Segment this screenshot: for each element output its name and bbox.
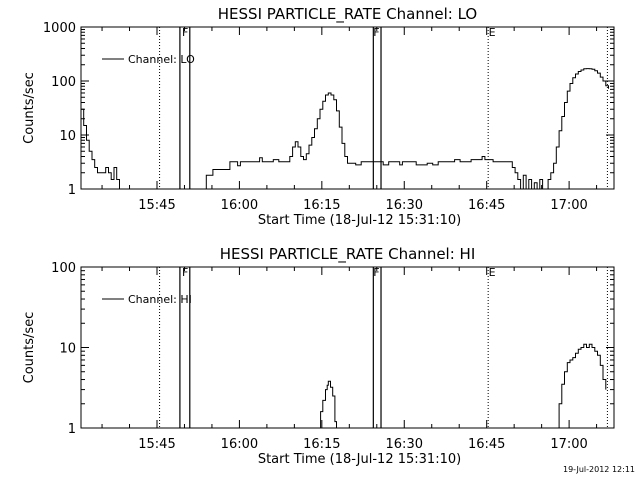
y-tick-label-lo: 100 xyxy=(51,75,76,90)
x-tick-label-hi: 16:45 xyxy=(468,437,505,452)
series-line-hi xyxy=(317,343,607,428)
x-tick-label-hi: 16:30 xyxy=(386,437,423,452)
y-tick-label-lo: 1000 xyxy=(43,21,76,36)
x-tick-label-lo: 16:30 xyxy=(386,198,423,213)
x-tick-label-hi: 16:00 xyxy=(221,437,258,452)
chart-title-hi: HESSI PARTICLE_RATE Channel: HI xyxy=(220,245,476,264)
legend-label-lo: Channel: LO xyxy=(128,53,195,66)
y-tick-label-lo: 1 xyxy=(68,183,76,198)
marker-label-hi: F xyxy=(182,266,188,279)
y-tick-label-lo: 10 xyxy=(59,129,76,144)
y-tick-label-hi: 1 xyxy=(68,422,76,437)
x-tick-label-hi: 16:15 xyxy=(303,437,340,452)
marker-label-hi: F xyxy=(373,266,379,279)
legend-label-hi: Channel: HI xyxy=(128,293,192,306)
y-axis-label-hi: Counts/sec xyxy=(22,312,37,384)
y-tick-label-hi: 100 xyxy=(51,261,76,276)
x-axis-label-lo: Start Time (18-Jul-12 15:31:10) xyxy=(258,213,461,228)
x-tick-label-lo: 16:45 xyxy=(468,198,505,213)
x-tick-label-lo: 17:00 xyxy=(550,198,587,213)
y-axis-label-lo: Counts/sec xyxy=(22,72,37,144)
series-line-lo xyxy=(81,68,609,189)
x-tick-label-lo: 15:45 xyxy=(138,198,175,213)
panel-lo: HESSI PARTICLE_RATE Channel: LO 1 10 100 100… xyxy=(22,5,615,228)
marker-label-lo: E xyxy=(489,26,496,39)
y-tick-label-hi: 10 xyxy=(59,342,76,357)
marker-label-lo: F xyxy=(182,26,188,39)
footer-timestamp: 19-Jul-2012 12:11 xyxy=(563,465,635,474)
plot-frame-lo xyxy=(80,26,615,190)
x-tick-label-lo: 16:15 xyxy=(303,198,340,213)
x-axis-label-hi: Start Time (18-Jul-12 15:31:10) xyxy=(258,452,461,467)
marker-label-lo: F xyxy=(373,26,379,39)
x-tick-label-hi: 15:45 xyxy=(138,437,175,452)
chart-title-lo: HESSI PARTICLE_RATE Channel: LO xyxy=(218,5,477,24)
x-tick-label-lo: 16:00 xyxy=(221,198,258,213)
x-tick-label-hi: 17:00 xyxy=(550,437,587,452)
plot-frame-hi xyxy=(80,266,615,429)
panel-hi: HESSI PARTICLE_RATE Channel: HI 1 10 100 15:… xyxy=(22,245,615,467)
marker-label-hi: E xyxy=(489,266,496,279)
